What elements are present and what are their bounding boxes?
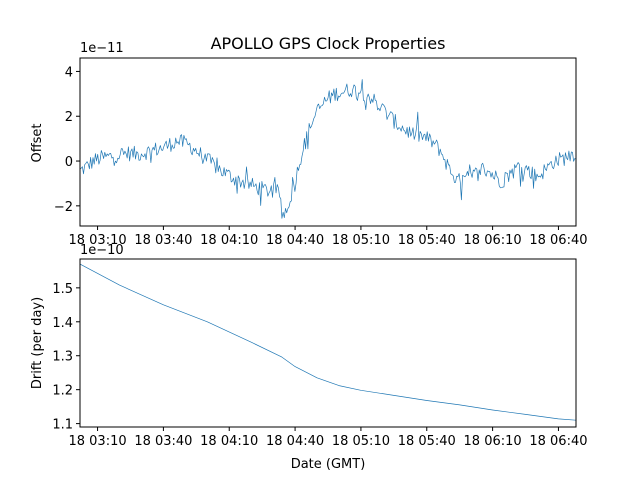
offset-series-line	[79, 79, 577, 219]
drift-x-tick-label: 18 06:40	[529, 434, 587, 449]
drift-y-tick-label: 1.1	[52, 418, 73, 433]
offset-x-tick-label: 18 04:10	[200, 233, 258, 248]
offset-axis-scale-label: 1e−11	[80, 41, 124, 56]
drift-x-tick-label: 18 03:10	[68, 434, 126, 449]
drift-plot-area	[79, 263, 577, 421]
drift-axes-frame	[79, 258, 577, 428]
offset-x-tick-label: 18 05:10	[332, 233, 390, 248]
offset-y-tick-label: 0	[65, 155, 73, 170]
drift-x-axis-label: Date (GMT)	[291, 457, 366, 472]
drift-ticks: 18 03:10 18 03:40 18 04:10 18 04:40 18 05:10…	[52, 282, 587, 449]
offset-x-tick-label: 18 04:40	[266, 233, 324, 248]
offset-plot-area	[79, 79, 577, 219]
drift-x-tick-label: 18 05:10	[332, 434, 390, 449]
drift-x-tick-label: 18 05:40	[398, 434, 456, 449]
drift-y-tick-label: 1.4	[52, 316, 73, 331]
drift-x-tick-label: 18 04:10	[200, 434, 258, 449]
drift-series-line	[79, 263, 577, 421]
offset-x-tick-label: 18 06:40	[529, 233, 587, 248]
drift-axis-scale-label: 1e−10	[80, 243, 124, 258]
drift-chart: 1e−10 Drift (per day) Date (GMT) 18 03:1…	[30, 243, 588, 472]
drift-x-tick-label: 18 04:40	[266, 434, 324, 449]
drift-y-tick-label: 1.2	[52, 384, 73, 399]
offset-ticks: 18 03:10 18 03:40 18 04:10 18 04:40 18 05:10…	[54, 65, 588, 248]
offset-y-tick-label: −2	[54, 200, 73, 215]
offset-x-tick-label: 18 05:40	[398, 233, 456, 248]
offset-x-tick-label: 18 03:40	[134, 233, 192, 248]
offset-axes-frame	[79, 57, 577, 227]
drift-y-tick-label: 1.3	[52, 350, 73, 365]
offset-y-tick-label: 2	[65, 110, 73, 125]
offset-y-tick-label: 4	[65, 65, 73, 80]
chart-title: APOLLO GPS Clock Properties	[211, 34, 446, 53]
offset-x-tick-label: 18 06:10	[464, 233, 522, 248]
drift-x-tick-label: 18 03:40	[134, 434, 192, 449]
offset-x-tick-label: 18 03:10	[68, 233, 126, 248]
offset-y-axis-label: Offset	[30, 123, 45, 162]
drift-y-tick-label: 1.5	[52, 282, 73, 297]
offset-chart: APOLLO GPS Clock Properties 1e−11 Offset…	[30, 34, 588, 248]
drift-x-tick-label: 18 06:10	[464, 434, 522, 449]
drift-y-axis-label: Drift (per day)	[30, 297, 45, 389]
